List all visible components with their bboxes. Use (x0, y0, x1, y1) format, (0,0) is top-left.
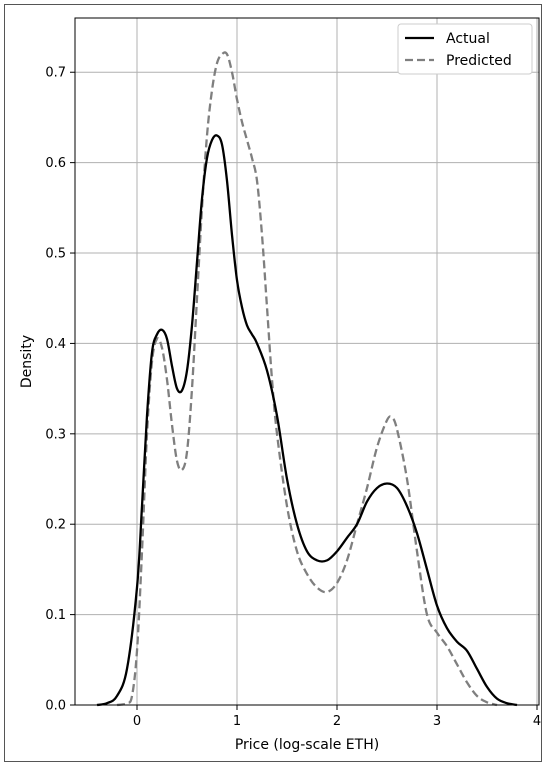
series-line-predicted (116, 51, 498, 707)
y-axis-ticks: 0.0 0.1 0.2 0.3 0.4 0.5 0.6 0.7 (45, 66, 75, 714)
y-tick-label: 0.2 (45, 518, 66, 533)
x-axis-label: Price (log-scale ETH) (235, 737, 379, 753)
legend-label-actual: Actual (446, 31, 490, 47)
grid (75, 18, 539, 706)
y-tick-label: 0.7 (45, 66, 66, 81)
x-tick-label: 0 (133, 714, 141, 729)
plot-area (75, 18, 539, 705)
legend-label-predicted: Predicted (446, 53, 512, 69)
y-tick-label: 0.3 (45, 427, 66, 442)
series-layer (96, 51, 518, 707)
legend: Actual Predicted (397, 23, 533, 75)
x-tick-label: 4 (533, 714, 541, 729)
y-axis-label: Density (19, 335, 35, 388)
y-tick-label: 0.5 (45, 247, 66, 262)
x-axis-ticks: 0 1 2 3 4 (133, 705, 541, 729)
plot-border (74, 17, 540, 706)
y-tick-label: 0.4 (45, 337, 66, 352)
y-tick-label: 0.6 (45, 156, 66, 171)
y-tick-label: 0.1 (45, 608, 66, 623)
legend-box (397, 23, 533, 75)
series-line-actual (96, 134, 518, 707)
x-tick-label: 1 (233, 714, 241, 729)
y-tick-label: 0.0 (45, 699, 66, 714)
figure-frame (4, 4, 542, 762)
x-tick-label: 3 (433, 714, 441, 729)
x-tick-label: 2 (333, 714, 341, 729)
